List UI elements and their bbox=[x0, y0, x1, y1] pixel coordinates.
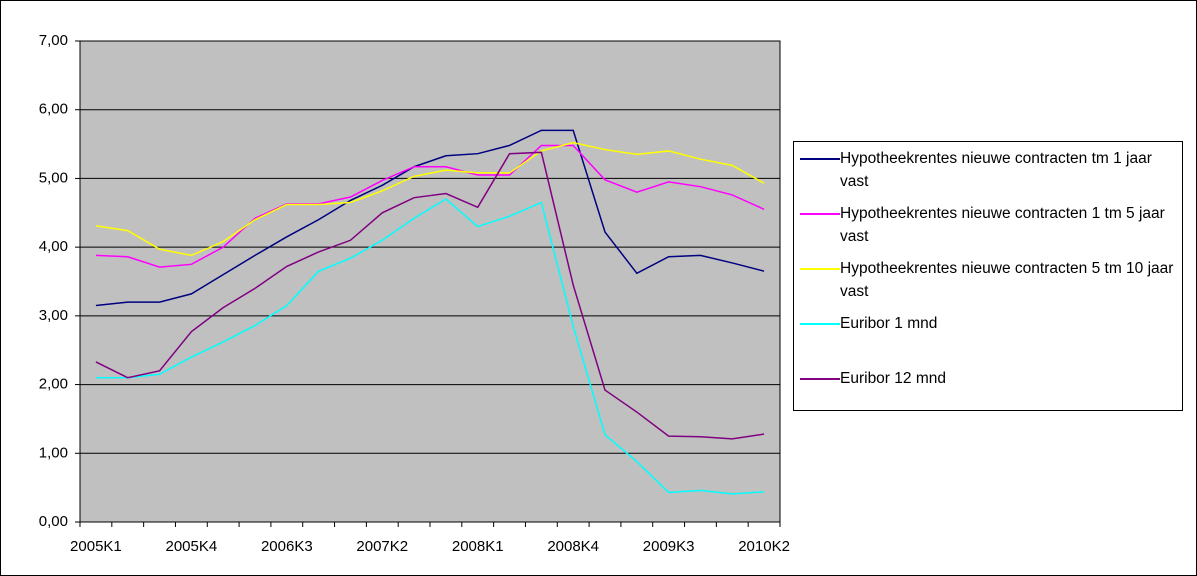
legend-line bbox=[800, 268, 840, 270]
legend: Hypotheekrentes nieuwe contracten tm 1 j… bbox=[793, 141, 1183, 411]
legend-line bbox=[800, 378, 840, 380]
x-tick-label: 2005K4 bbox=[166, 538, 218, 555]
y-tick-label: 0,00 bbox=[39, 513, 68, 530]
legend-label: Euribor 1 mnd bbox=[840, 315, 938, 332]
legend-line bbox=[800, 158, 840, 160]
legend-label: Hypotheekrentes nieuwe contracten tm 1 j… bbox=[840, 150, 1152, 190]
series-line bbox=[95, 151, 765, 440]
legend-swatch bbox=[798, 202, 840, 225]
x-tick-label: 2008K1 bbox=[452, 538, 504, 555]
series-line bbox=[95, 198, 765, 495]
x-tick-label: 2006K3 bbox=[261, 538, 313, 555]
legend-swatch bbox=[798, 257, 840, 280]
legend-label: Hypotheekrentes nieuwe contracten 5 tm 1… bbox=[840, 260, 1174, 300]
legend-swatch bbox=[798, 367, 840, 390]
series-line bbox=[95, 141, 765, 257]
legend-swatch bbox=[798, 147, 840, 170]
legend-entry: Euribor 12 mnd bbox=[798, 367, 1178, 390]
legend-entry: Hypotheekrentes nieuwe contracten 1 tm 5… bbox=[798, 202, 1178, 248]
y-tick-label: 2,00 bbox=[39, 376, 68, 393]
legend-label: Hypotheekrentes nieuwe contracten 1 tm 5… bbox=[840, 205, 1165, 245]
y-tick-label: 1,00 bbox=[39, 444, 68, 461]
series-line bbox=[95, 129, 765, 307]
legend-line bbox=[800, 323, 840, 325]
legend-label: Euribor 12 mnd bbox=[840, 370, 946, 387]
legend-line bbox=[800, 213, 840, 215]
series-line bbox=[95, 144, 765, 268]
x-tick-label: 2009K3 bbox=[643, 538, 695, 555]
y-tick-label: 4,00 bbox=[39, 238, 68, 255]
y-tick-label: 6,00 bbox=[39, 101, 68, 118]
y-tick-label: 7,00 bbox=[39, 32, 68, 49]
legend-entry: Euribor 1 mnd bbox=[798, 312, 1178, 335]
legend-entry: Hypotheekrentes nieuwe contracten tm 1 j… bbox=[798, 147, 1178, 193]
legend-swatch bbox=[798, 312, 840, 335]
y-tick-label: 5,00 bbox=[39, 169, 68, 186]
x-tick-label: 2007K2 bbox=[356, 538, 408, 555]
plot-area bbox=[80, 41, 780, 522]
y-tick-label: 3,00 bbox=[39, 307, 68, 324]
x-tick-label: 2005K1 bbox=[70, 538, 122, 555]
x-tick-label: 2010K2 bbox=[738, 538, 790, 555]
x-tick-label: 2008K4 bbox=[547, 538, 599, 555]
legend-entry: Hypotheekrentes nieuwe contracten 5 tm 1… bbox=[798, 257, 1178, 303]
